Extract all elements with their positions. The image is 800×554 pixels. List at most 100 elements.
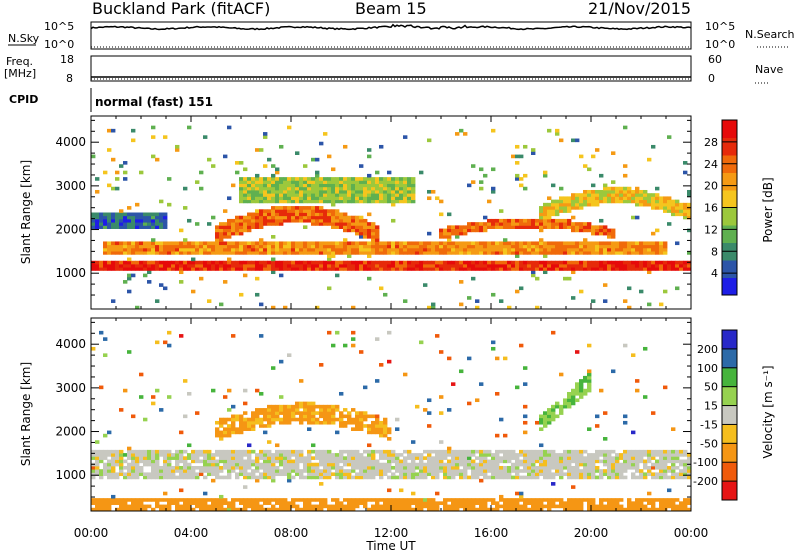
heatmap-cell	[303, 475, 308, 480]
heatmap-cell	[639, 498, 644, 502]
heatmap-cell	[351, 465, 356, 470]
heatmap-cell	[311, 183, 316, 188]
heatmap-cell	[607, 189, 612, 194]
heatmap-cell	[647, 465, 652, 470]
heatmap-cell	[491, 241, 496, 246]
heatmap-cell	[483, 222, 488, 226]
velocity-colorbar-tick-label: 50	[704, 381, 718, 394]
heatmap-cell	[507, 459, 512, 464]
heatmap-cell	[351, 189, 356, 194]
heatmap-cell	[135, 507, 140, 512]
heatmap-cell	[155, 247, 160, 252]
heatmap-cell	[307, 408, 312, 412]
heatmap-cell	[95, 189, 100, 194]
heatmap-cell	[499, 263, 504, 268]
heatmap-cell	[287, 267, 292, 271]
heatmap-cell	[343, 180, 348, 184]
heatmap-cell	[91, 218, 96, 223]
heatmap-cell	[651, 453, 656, 457]
heatmap-cell	[423, 251, 428, 255]
heatmap-cell	[631, 189, 636, 194]
heatmap-cell	[287, 218, 292, 223]
heatmap-cell	[239, 228, 244, 233]
heatmap-cell	[671, 212, 676, 217]
heatmap-cell	[483, 449, 488, 454]
heatmap-cell	[367, 183, 372, 188]
heatmap-cell	[491, 453, 496, 457]
heatmap-cell	[455, 501, 460, 505]
heatmap-cell	[683, 498, 688, 502]
heatmap-cell	[391, 196, 396, 201]
heatmap-cell	[623, 263, 628, 268]
heatmap-cell	[643, 260, 648, 265]
heatmap-cell	[447, 472, 452, 477]
heatmap-cell	[627, 199, 632, 204]
heatmap-cell	[167, 263, 172, 268]
heatmap-cell	[371, 427, 376, 431]
heatmap-cell	[483, 251, 488, 255]
heatmap-cell	[387, 180, 392, 184]
heatmap-cell	[507, 251, 512, 255]
heatmap-cell	[111, 157, 116, 162]
heatmap-cell	[587, 225, 592, 229]
heatmap-cell	[535, 263, 540, 268]
heatmap-cell	[595, 244, 600, 249]
heatmap-cell	[183, 247, 188, 252]
heatmap-cell	[455, 504, 460, 509]
heatmap-cell	[303, 189, 308, 194]
heatmap-cell	[459, 462, 464, 467]
heatmap-cell	[191, 465, 196, 470]
heatmap-cell	[571, 507, 576, 512]
heatmap-cell	[483, 507, 488, 512]
heatmap-cell	[435, 196, 440, 201]
heatmap-cell	[311, 420, 316, 425]
heatmap-cell	[115, 241, 120, 246]
heatmap-cell	[151, 135, 156, 139]
heatmap-cell	[615, 251, 620, 255]
heatmap-cell	[431, 465, 436, 470]
heatmap-cell	[107, 501, 112, 505]
heatmap-cell	[211, 244, 216, 249]
heatmap-cell	[239, 427, 244, 431]
heatmap-cell	[559, 472, 564, 477]
heatmap-cell	[571, 263, 576, 268]
heatmap-cell	[499, 267, 504, 271]
heatmap-cell	[671, 507, 676, 512]
heatmap-cell	[655, 475, 660, 480]
heatmap-cell	[635, 469, 640, 473]
heatmap-cell	[275, 408, 280, 412]
heatmap-cell	[307, 267, 312, 271]
heatmap-cell	[371, 453, 376, 457]
heatmap-cell	[503, 222, 508, 226]
heatmap-cell	[431, 267, 436, 271]
heatmap-cell	[459, 280, 464, 284]
heatmap-cell	[459, 449, 464, 454]
heatmap-cell	[203, 475, 208, 480]
heatmap-cell	[127, 241, 132, 246]
heatmap-cell	[483, 263, 488, 268]
heatmap-cell	[231, 251, 236, 255]
heatmap-cell	[227, 475, 232, 480]
heatmap-cell	[467, 260, 472, 265]
heatmap-cell	[647, 270, 652, 275]
heatmap-cell	[447, 231, 452, 236]
heatmap-cell	[151, 401, 156, 406]
heatmap-cell	[591, 501, 596, 505]
heatmap-cell	[591, 453, 596, 457]
heatmap-cell	[435, 462, 440, 467]
power-colorbar-tick-label: 12	[704, 223, 718, 236]
heatmap-cell	[519, 498, 524, 502]
heatmap-cell	[331, 247, 336, 252]
heatmap-cell	[519, 260, 524, 265]
heatmap-cell	[303, 218, 308, 223]
heatmap-cell	[635, 247, 640, 252]
heatmap-cell	[303, 193, 308, 197]
heatmap-cell	[519, 267, 524, 271]
heatmap-cell	[267, 222, 272, 226]
heatmap-cell	[351, 218, 356, 223]
heatmap-cell	[343, 472, 348, 477]
heatmap-cell	[167, 498, 172, 502]
heatmap-cell	[523, 456, 528, 460]
heatmap-cell	[547, 202, 552, 207]
heatmap-cell	[595, 196, 600, 201]
